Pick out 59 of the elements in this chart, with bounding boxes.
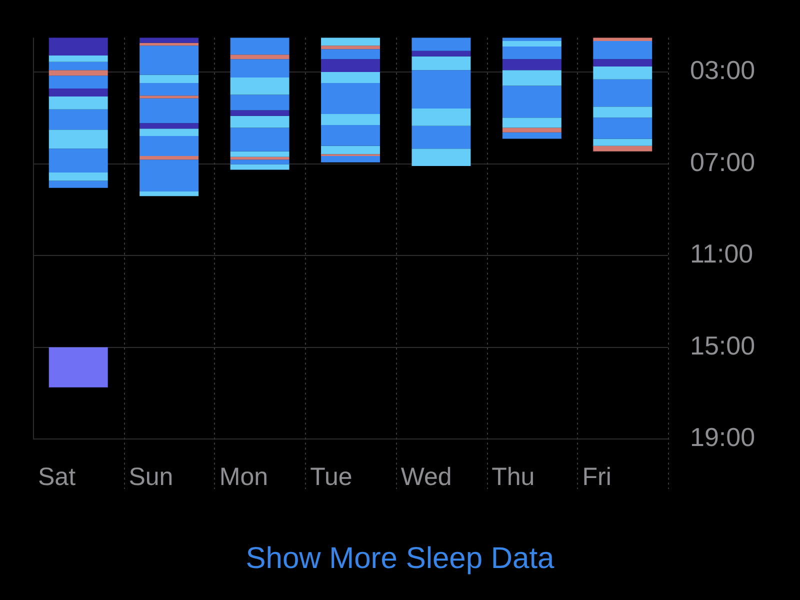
bar <box>321 59 380 72</box>
y-tick-label: 15:00 <box>690 330 756 360</box>
bar <box>412 38 471 51</box>
bar <box>593 66 652 80</box>
bar <box>48 76 108 89</box>
bar <box>140 46 199 75</box>
bar <box>321 83 380 114</box>
y-tick-label: 03:00 <box>690 55 756 86</box>
bar <box>230 38 290 55</box>
y-tick-label: 11:00 <box>690 238 754 269</box>
bar <box>230 54 290 60</box>
bar <box>230 110 290 116</box>
bar <box>140 128 199 136</box>
y-tick-label: 19:00 <box>690 422 756 452</box>
bar <box>48 96 108 110</box>
bar <box>140 160 199 192</box>
text: Show More Sleep Data <box>244 541 556 577</box>
x-tick-label: Sat <box>38 462 76 491</box>
bar <box>502 86 562 118</box>
x-tick-label: Sun <box>128 462 174 491</box>
bar <box>230 151 290 157</box>
bar <box>140 83 199 96</box>
bar <box>48 109 108 130</box>
x-tick-label: Wed <box>400 462 452 491</box>
bar <box>412 50 471 56</box>
bar <box>48 38 108 56</box>
bar <box>502 59 562 70</box>
bar <box>48 62 108 70</box>
bar <box>230 128 290 152</box>
bar <box>321 156 380 162</box>
x-tick-label: Mon <box>219 462 268 491</box>
bar <box>140 74 199 84</box>
bar <box>321 124 380 146</box>
bar <box>593 79 652 107</box>
y-tick-label: 07:00 <box>690 146 756 177</box>
bar <box>502 46 562 60</box>
bar <box>230 78 290 95</box>
bar <box>48 130 108 149</box>
bar <box>230 116 290 128</box>
bar <box>230 94 290 110</box>
bar <box>412 126 471 149</box>
x-tick-label: Fri <box>582 462 612 491</box>
bar <box>412 148 471 166</box>
bar <box>593 59 652 66</box>
bar <box>502 118 562 128</box>
bar <box>230 160 290 164</box>
bar <box>48 88 108 97</box>
bar <box>48 180 108 188</box>
x-tick-label: Thu <box>492 462 535 491</box>
bar <box>321 114 380 125</box>
bar <box>48 347 108 388</box>
bar <box>321 49 380 60</box>
x-tick-label: Tue <box>310 462 352 491</box>
bar <box>321 46 380 50</box>
bar <box>140 38 199 43</box>
bar <box>230 59 290 78</box>
bar <box>140 123 199 129</box>
bar <box>140 42 199 46</box>
bar <box>321 146 380 154</box>
